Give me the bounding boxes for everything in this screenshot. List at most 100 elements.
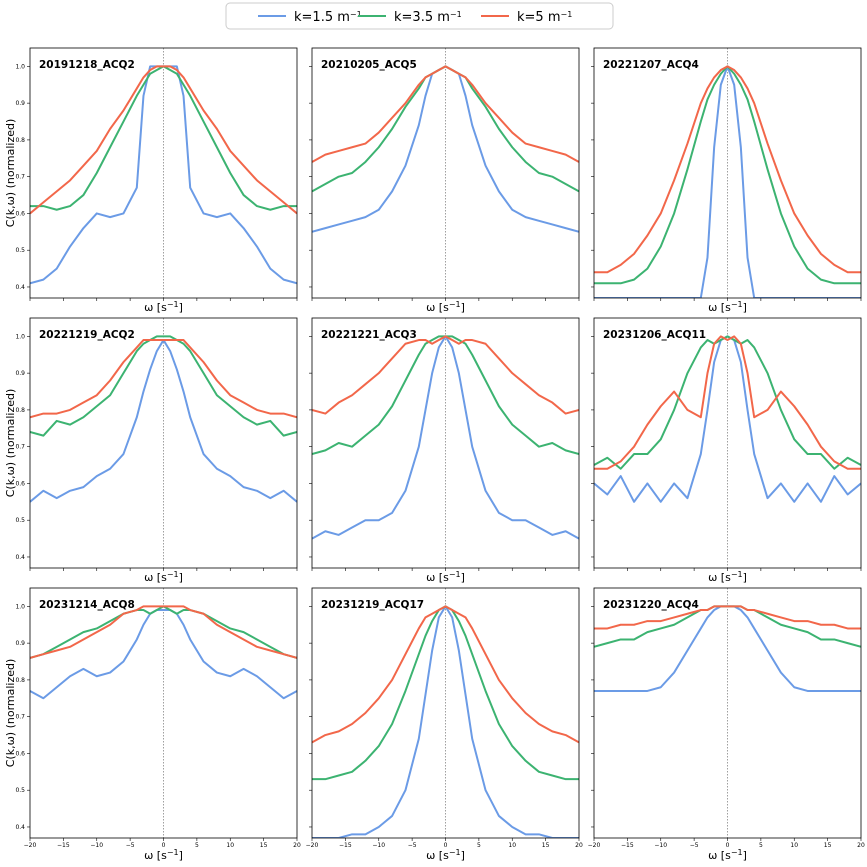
x-axis-label-tail: ]	[743, 571, 747, 584]
series-group	[594, 65, 861, 298]
x-axis-label: ω [s−1]	[426, 570, 465, 585]
panel-title: 20221219_ACQ2	[39, 329, 135, 341]
x-tick-label: 20	[857, 842, 865, 849]
y-tick-label: 0.8	[15, 407, 25, 414]
series-group	[30, 65, 297, 285]
y-tick-label: 0.7	[15, 174, 25, 181]
x-axis-label-sup: −1	[449, 570, 461, 579]
series-line-k-1-5	[312, 605, 579, 838]
y-tick-label: 0.8	[15, 137, 25, 144]
x-tick-label: −15	[57, 842, 70, 849]
legend: k=1.5 m−1 k=3.5 m−1 k=5 m−1	[225, 2, 614, 30]
panel-2: 20210205_ACQ5 ω [s−1]	[309, 47, 580, 314]
x-axis-label-sup: −1	[167, 300, 179, 309]
x-tick-label: 10	[226, 842, 234, 849]
y-axis-label: C(k,ω) (normalized)	[4, 659, 17, 768]
series-group	[312, 605, 579, 838]
series-line-k-5	[312, 65, 579, 163]
x-axis-label: ω [s−1]	[426, 848, 465, 863]
x-axis-label-main: ω [s	[426, 849, 449, 862]
panel-title: 20221221_ACQ3	[321, 329, 417, 341]
series-line-k-3-5	[30, 335, 297, 437]
x-tick-label: 5	[759, 842, 763, 849]
x-axis-label-sup: −1	[167, 848, 179, 857]
y-tick-label: 0.6	[15, 210, 25, 217]
x-axis-label-main: ω [s	[708, 571, 731, 584]
y-tick-label: 1.0	[15, 63, 25, 70]
x-tick-label: 0	[162, 842, 166, 849]
x-tick-label: 10	[790, 842, 798, 849]
x-tick-label: −5	[690, 842, 699, 849]
x-tick-label: 10	[508, 842, 516, 849]
series-line-k-5	[312, 335, 579, 415]
x-axis-label-sup: −1	[731, 848, 743, 857]
y-tick-label: 0.5	[15, 517, 25, 524]
x-axis-label-main: ω [s	[426, 301, 449, 314]
panel-3: 20221207_ACQ4 ω [s−1]	[591, 47, 862, 315]
series-group	[312, 335, 579, 540]
x-axis-label: ω [s−1]	[708, 300, 747, 315]
y-tick-label: 0.7	[15, 714, 25, 721]
y-axis-label: C(k,ω) (normalized)	[4, 119, 17, 228]
x-tick-label: −15	[339, 842, 352, 849]
x-axis-label: ω [s−1]	[144, 848, 183, 863]
x-axis-label: ω [s−1]	[144, 300, 183, 315]
x-tick-label: 15	[260, 842, 268, 849]
series-group	[30, 335, 297, 503]
x-axis-label-tail: ]	[461, 571, 465, 584]
y-tick-label: 0.9	[15, 640, 25, 647]
panel-6: 20231206_ACQ11 ω [s−1]	[591, 317, 862, 585]
series-line-k-5	[594, 605, 861, 630]
y-tick-label: 0.5	[15, 787, 25, 794]
y-tick-label: 0.9	[15, 370, 25, 377]
x-tick-label: 0	[726, 842, 730, 849]
x-tick-label: −15	[621, 842, 634, 849]
panel-title: 20210205_ACQ5	[321, 59, 417, 71]
x-tick-label: −20	[588, 842, 601, 849]
y-tick-label: 0.6	[15, 480, 25, 487]
panel-1: 20191218_ACQ2 0.4 0.5 0.6 0.7 0.8 0.9 1.0 ω [s−1…	[4, 47, 298, 315]
series-line-k-5	[594, 65, 861, 274]
legend-entry-2-sup: −1	[561, 10, 573, 19]
legend-entry-2-main: k=5 m	[517, 10, 561, 25]
x-tick-label: 20	[575, 842, 583, 849]
x-axis-label-main: ω [s	[708, 301, 731, 314]
x-tick-label: −5	[126, 842, 135, 849]
x-axis-label-sup: −1	[731, 570, 743, 579]
series-line-k-5	[30, 65, 297, 215]
legend-entry-1: k=3.5 m−1	[394, 10, 462, 26]
x-axis-label-main: ω [s	[708, 849, 731, 862]
panel-5: 20221221_ACQ3 ω [s−1]	[309, 317, 580, 585]
x-tick-label: 5	[477, 842, 481, 849]
series-line-k-5	[30, 605, 297, 659]
panel-4: 20221219_ACQ2 0.4 0.5 0.6 0.7 0.8 0.9 1.0 ω [s−1…	[4, 317, 298, 584]
series-line-k-1-5	[594, 65, 861, 298]
x-axis-label: ω [s−1]	[708, 570, 747, 585]
series-line-k-5	[30, 339, 297, 419]
x-axis-label-main: ω [s	[144, 571, 167, 584]
x-axis-label-sup: −1	[731, 300, 743, 309]
panel-title: 20231206_ACQ11	[603, 329, 706, 341]
panel-title: 20231220_ACQ4	[603, 599, 699, 611]
y-axis-label: C(k,ω) (normalized)	[4, 389, 17, 498]
y-tick-label: 0.4	[15, 284, 25, 291]
x-tick-label: 0	[444, 842, 448, 849]
y-tick-label: 0.8	[15, 677, 25, 684]
x-axis-label: ω [s−1]	[708, 848, 747, 863]
y-tick-label: 0.4	[15, 554, 25, 561]
y-tick-label: 0.5	[15, 247, 25, 254]
series-line-k-5	[312, 605, 579, 744]
legend-entry-1-main: k=3.5 m	[394, 10, 450, 25]
x-axis-label-sup: −1	[449, 300, 461, 309]
x-axis-label-tail: ]	[743, 849, 747, 862]
y-tick-label: 1.0	[15, 333, 25, 340]
legend-entry-0-sup: −1	[350, 10, 362, 19]
series-line-k-3-5	[594, 335, 861, 470]
series-group	[30, 605, 297, 700]
x-axis-label-tail: ]	[743, 301, 747, 314]
y-tick-label: 1.0	[15, 603, 25, 610]
panel-title: 20221207_ACQ4	[603, 59, 699, 71]
x-tick-label: −10	[90, 842, 103, 849]
